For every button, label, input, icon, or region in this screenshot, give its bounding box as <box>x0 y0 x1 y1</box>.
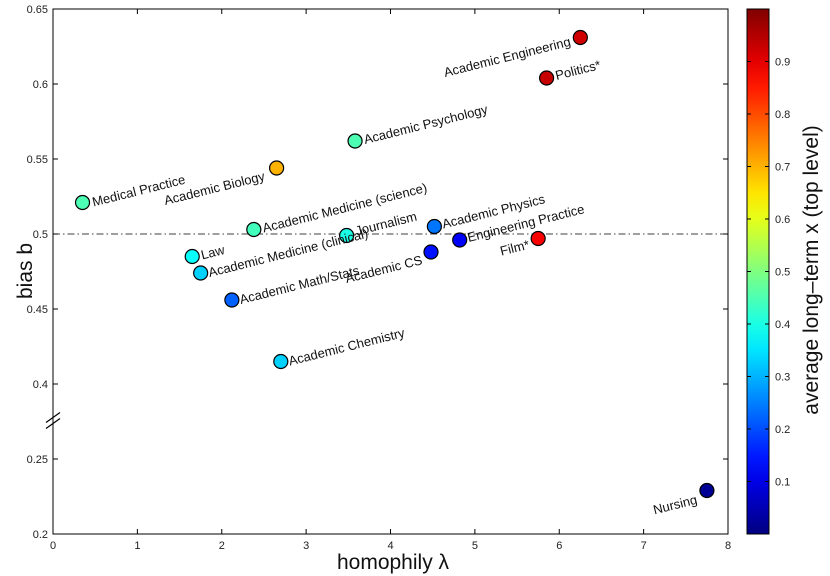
data-point <box>246 221 262 238</box>
x-axis-title: homophily λ <box>337 551 450 574</box>
colorbar-tick-label: 0.1 <box>775 477 790 489</box>
x-tick-label: 0 <box>50 540 56 552</box>
axis-break-mark <box>45 412 61 423</box>
data-point <box>452 232 468 248</box>
x-tick-label: 5 <box>472 540 478 552</box>
colorbar-tick-label: 0.8 <box>775 109 790 121</box>
data-point <box>184 248 200 265</box>
y-axis: 0.2 0.25 0.4 0.45 0.5 0.55 0.6 0.65 <box>27 4 728 541</box>
colorbar-tick-label: 0.9 <box>775 57 790 69</box>
x-tick-label: 6 <box>556 540 562 552</box>
y-tick-label: 0.55 <box>27 154 48 166</box>
point-label: Law <box>199 242 226 262</box>
y-tick-label: 0.2 <box>33 529 48 541</box>
data-point <box>268 160 285 176</box>
y-tick-label: 0.4 <box>33 379 48 391</box>
x-tick-label: 3 <box>303 540 309 552</box>
data-point <box>339 227 355 244</box>
colorbar-tick-label: 0.7 <box>775 162 790 174</box>
data-point <box>347 133 363 149</box>
plot-area <box>52 8 729 535</box>
data-point <box>74 194 91 211</box>
colorbar-tick-label: 0.5 <box>775 267 790 279</box>
colorbar-tick-label: 0.4 <box>775 319 790 331</box>
y-tick-label: 0.25 <box>27 454 48 466</box>
colorbar-tick-label: 0.3 <box>775 372 790 384</box>
colorbar-tick-label: 0.6 <box>775 214 790 226</box>
y-tick-label: 0.5 <box>33 229 48 241</box>
plot-frame <box>52 8 729 535</box>
data-point <box>572 29 588 46</box>
data-point <box>224 292 240 308</box>
y-axis-title: bias b <box>14 243 37 299</box>
point-label: Film* <box>499 237 531 259</box>
x-tick-label: 1 <box>134 540 140 552</box>
axis-break-mark <box>45 418 61 429</box>
colorbar-tick-label: 0.2 <box>775 424 790 436</box>
y-tick-label: 0.45 <box>27 304 48 316</box>
y-tick-label: 0.6 <box>33 79 48 91</box>
data-point <box>273 353 289 370</box>
data-point <box>426 218 442 235</box>
data-point <box>538 70 555 86</box>
data-points <box>74 29 715 499</box>
colorbar-title: average long–term x (top level) <box>800 125 823 414</box>
x-tick-label: 8 <box>725 540 731 552</box>
data-point <box>699 482 715 499</box>
data-point <box>193 265 209 281</box>
colorbar: 0.1 0.2 0.3 0.4 0.5 0.6 0.7 0.8 0.9 <box>746 8 790 535</box>
x-axis: 0 1 2 3 4 5 6 7 8 <box>50 9 731 552</box>
x-tick-label: 4 <box>387 540 393 552</box>
x-tick-label: 2 <box>219 540 225 552</box>
data-point <box>530 230 546 247</box>
x-tick-label: 7 <box>641 540 647 552</box>
data-point <box>423 244 439 260</box>
y-tick-label: 0.65 <box>27 4 48 16</box>
